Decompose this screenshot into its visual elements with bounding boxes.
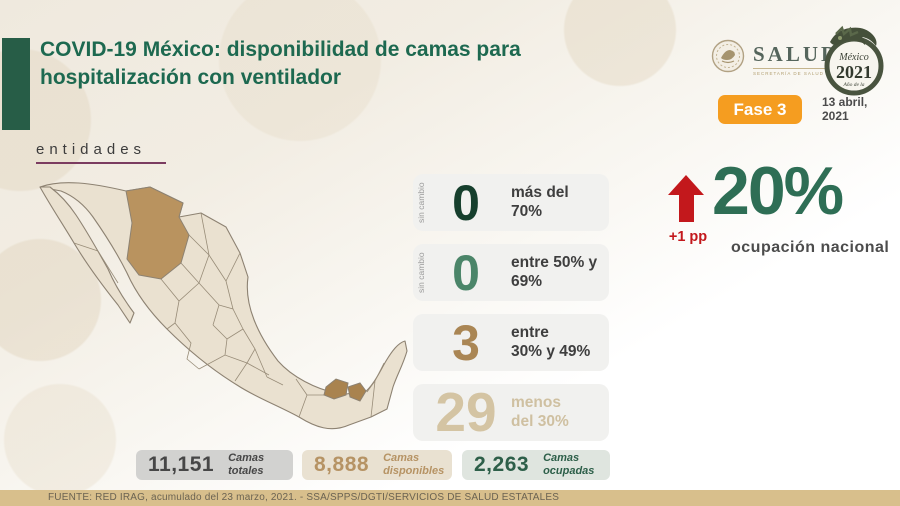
stat-note: sin cambio	[416, 182, 426, 223]
beds-occupied-pill: 2,263 Camas ocupadas	[462, 450, 610, 480]
stat-value: 0	[452, 244, 480, 301]
stat-value: 29	[435, 381, 497, 443]
stat-label: menos del 30%	[511, 394, 569, 430]
map-highlight-southeast-2[interactable]	[347, 382, 367, 402]
stat-note: sin cambio	[416, 252, 426, 293]
beds-available-value: 8,888	[314, 453, 370, 476]
map-highlight-southeast-1[interactable]	[323, 378, 349, 400]
mexico-2021-line3: Año de la	[842, 82, 864, 88]
title-accent-bar	[2, 38, 30, 130]
source-footer: FUENTE: RED IRAG, acumulado del 23 marzo…	[0, 490, 900, 506]
stat-card-menos-del-30: 29 menos del 30%	[413, 384, 609, 441]
beds-total-value: 11,151	[148, 453, 215, 476]
salud-logo-subtext: SECRETARÍA DE SALUD	[753, 67, 840, 76]
mexico-2021-logo: México 2021 Año de la	[816, 20, 892, 107]
beds-available-pill: 8,888 Camas disponibles	[302, 450, 452, 480]
national-occupancy-value: 20%	[712, 153, 844, 229]
beds-total-pill: 11,151 Camas totales	[136, 450, 293, 480]
stat-label: más del 70%	[511, 184, 569, 220]
beds-occupied-label: Camas ocupadas	[543, 452, 595, 477]
section-label-entidades: entidades	[36, 141, 147, 158]
salud-seal-icon	[710, 38, 746, 79]
page-title: COVID-19 México: disponibilidad de camas…	[40, 38, 521, 89]
stat-label: entre 30% y 49%	[511, 324, 591, 360]
stat-value: 3	[452, 314, 480, 371]
beds-available-label: Camas disponibles	[383, 452, 445, 477]
beds-occupied-value: 2,263	[474, 453, 530, 476]
increase-arrow-icon	[668, 175, 704, 222]
stat-card-entre-50-69: sin cambio 0 entre 50% y 69%	[413, 244, 609, 301]
mexico-2021-line1: México	[838, 52, 868, 63]
date-label: 13 abril, 2021	[822, 95, 868, 124]
national-occupancy-label: ocupación nacional	[731, 239, 890, 256]
map-baja-peninsula	[39, 186, 135, 324]
national-change-label: +1 pp	[668, 229, 708, 245]
salud-logo: SALUD SECRETARÍA DE SALUD	[710, 38, 840, 79]
stat-note	[413, 391, 429, 435]
mexico-choropleth-map[interactable]	[28, 163, 413, 450]
stat-card-mas-del-70: sin cambio 0 más del 70%	[413, 174, 609, 231]
beds-total-label: Camas totales	[228, 452, 265, 477]
mexico-2021-line2: 2021	[836, 62, 872, 82]
stat-value: 0	[452, 174, 480, 231]
stat-label: entre 50% y 69%	[511, 254, 598, 290]
map-highlight-north[interactable]	[125, 186, 190, 280]
section-label-underline	[36, 162, 166, 164]
stat-card-entre-30-49: 3 entre 30% y 49%	[413, 314, 609, 371]
stat-note	[413, 321, 429, 365]
map-state-borders	[73, 212, 385, 418]
salud-logo-text: SALUD	[753, 41, 840, 66]
fase-badge: Fase 3	[718, 95, 802, 124]
